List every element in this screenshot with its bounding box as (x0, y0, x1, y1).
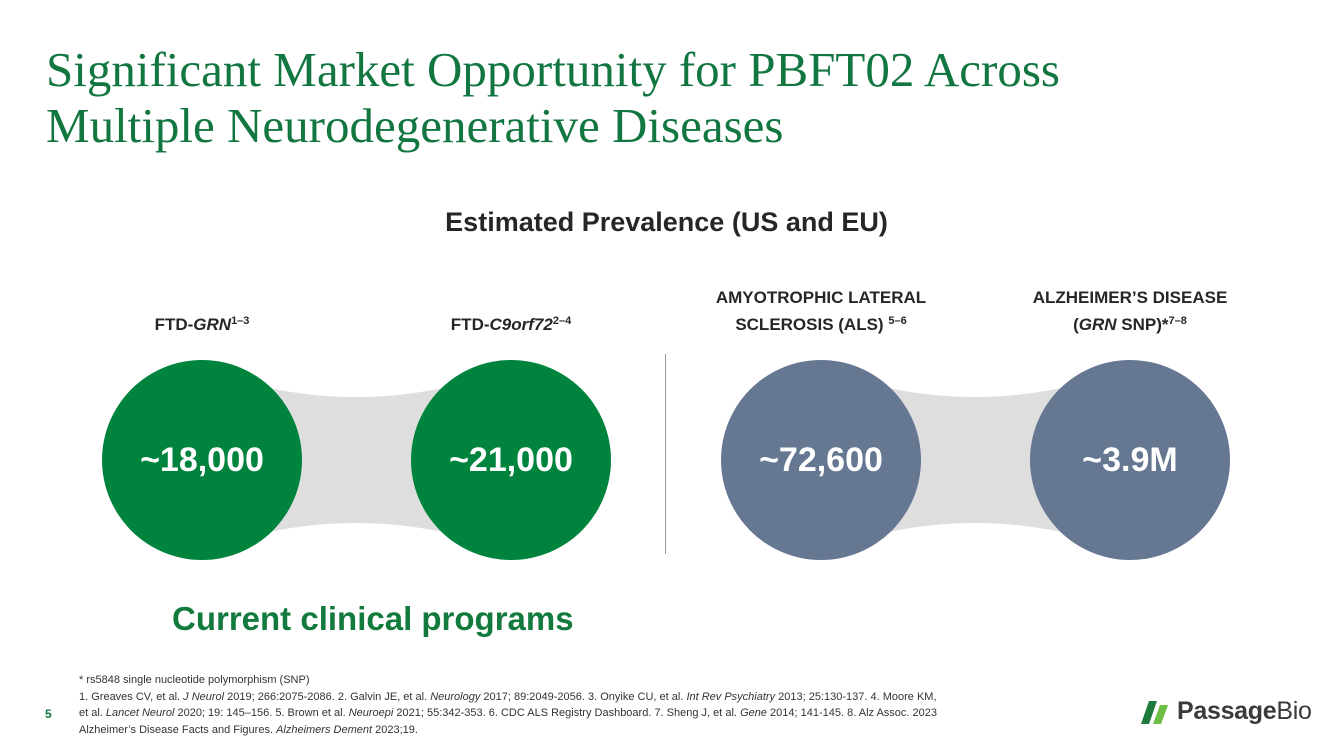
label-ftd-c9orf72-prefix: FTD- (450, 315, 490, 334)
ref-text: 2020; 19: 145–156. 5. Brown et al. (174, 707, 349, 719)
label-ftd-c9orf72-refs: 2–4 (552, 315, 572, 327)
snp-footnote: * rs5848 single nucleotide polymorphism … (79, 674, 310, 686)
page-number: 5 (45, 707, 52, 721)
ref-journal: Int Rev Psychiatry (686, 690, 776, 703)
label-alzheimers-open: ( (1073, 315, 1079, 334)
label-ftd-grn-gene: GRN (193, 315, 232, 334)
ref-journal: Lancet Neurol (105, 707, 175, 719)
circle-als: ~72,600 (721, 360, 921, 560)
references-line-3: Alzheimer’s Disease Facts and Figures. A… (79, 722, 1069, 739)
ref-text: 2013; 25:130-137. 4. Moore KM, (775, 690, 937, 703)
ref-text: et al. (79, 707, 106, 719)
ref-journal: Neurology (430, 690, 481, 703)
label-alzheimers-refs: 7–8 (1168, 315, 1187, 327)
label-ftd-grn-refs: 1–3 (231, 315, 250, 327)
current-clinical-programs-label: Current clinical programs (172, 600, 574, 637)
label-als-line-2: SCLEROSIS (ALS) (735, 315, 889, 334)
label-alzheimers: ALZHEIMER’S DISEASE (GRN SNP)*7–8 (1000, 284, 1260, 338)
ref-journal: Alzheimers Dement (276, 723, 373, 736)
label-als: AMYOTROPHIC LATERAL SCLEROSIS (ALS) 5–6 (681, 284, 961, 338)
logo-word-bio: Bio (1276, 696, 1312, 725)
ref-text: 2014; 141-145. 8. Alz Assoc. 2023 (766, 707, 937, 719)
value-ftd-c9orf72: ~21,000 (449, 440, 573, 479)
label-als-refs: 5–6 (888, 315, 907, 327)
ref-text: 2019; 266:2075-2086. 2. Galvin JE, et al… (224, 690, 431, 703)
label-ftd-c9orf72-gene: C9orf72 (489, 315, 553, 334)
value-ftd-grn: ~18,000 (140, 440, 264, 479)
label-alzheimers-gene: GRN (1078, 315, 1117, 334)
ref-journal: Gene (740, 707, 767, 719)
label-als-line-1: AMYOTROPHIC LATERAL (715, 288, 927, 307)
ref-text: 1. Greaves CV, et al. (79, 690, 184, 703)
logo-word-passage: Passage (1177, 696, 1277, 725)
ref-journal: Neuroepi (348, 707, 394, 719)
label-alzheimers-line-1: ALZHEIMER’S DISEASE (1032, 288, 1228, 307)
passage-bio-logo: PassageBio (1140, 696, 1312, 726)
value-alzheimers: ~3.9M (1082, 440, 1178, 479)
footnotes: * rs5848 single nucleotide polymorphism … (79, 672, 1069, 738)
label-ftd-c9orf72: FTD-C9orf722–4 (400, 311, 622, 338)
slide-title-line-1: Significant Market Opportunity for PBFT0… (46, 42, 1060, 97)
references-line-2: et al. Lancet Neurol 2020; 19: 145–156. … (79, 705, 1069, 722)
ref-text: 2023;19. (372, 723, 418, 736)
circle-ftd-c9orf72: ~21,000 (411, 360, 611, 560)
ref-journal: J Neurol (183, 690, 225, 703)
passage-bio-wordmark: PassageBio (1177, 697, 1312, 726)
section-divider (665, 354, 666, 554)
ref-text: 2021; 55:342-353. 6. CDC ALS Registry Da… (393, 707, 741, 719)
slide-title-line-2: Multiple Neurodegenerative Diseases (46, 98, 784, 153)
value-als: ~72,600 (759, 440, 883, 479)
ref-text: Alzheimer’s Disease Facts and Figures. (79, 723, 277, 736)
ref-text: 2017; 89:2049-2056. 3. Onyike CU, et al. (480, 690, 687, 703)
circle-ftd-grn: ~18,000 (102, 360, 302, 560)
slide-title: Significant Market Opportunity for PBFT0… (46, 42, 1296, 154)
label-ftd-grn-prefix: FTD- (154, 315, 194, 334)
references-line-1: 1. Greaves CV, et al. J Neurol 2019; 266… (79, 689, 1069, 706)
passage-bio-logo-mark-icon (1141, 701, 1168, 724)
circle-alzheimers: ~3.9M (1030, 360, 1230, 560)
prevalence-heading: Estimated Prevalence (US and EU) (445, 207, 888, 237)
label-alzheimers-suffix: SNP)* (1116, 315, 1169, 334)
label-ftd-grn: FTD-GRN1–3 (102, 311, 302, 338)
